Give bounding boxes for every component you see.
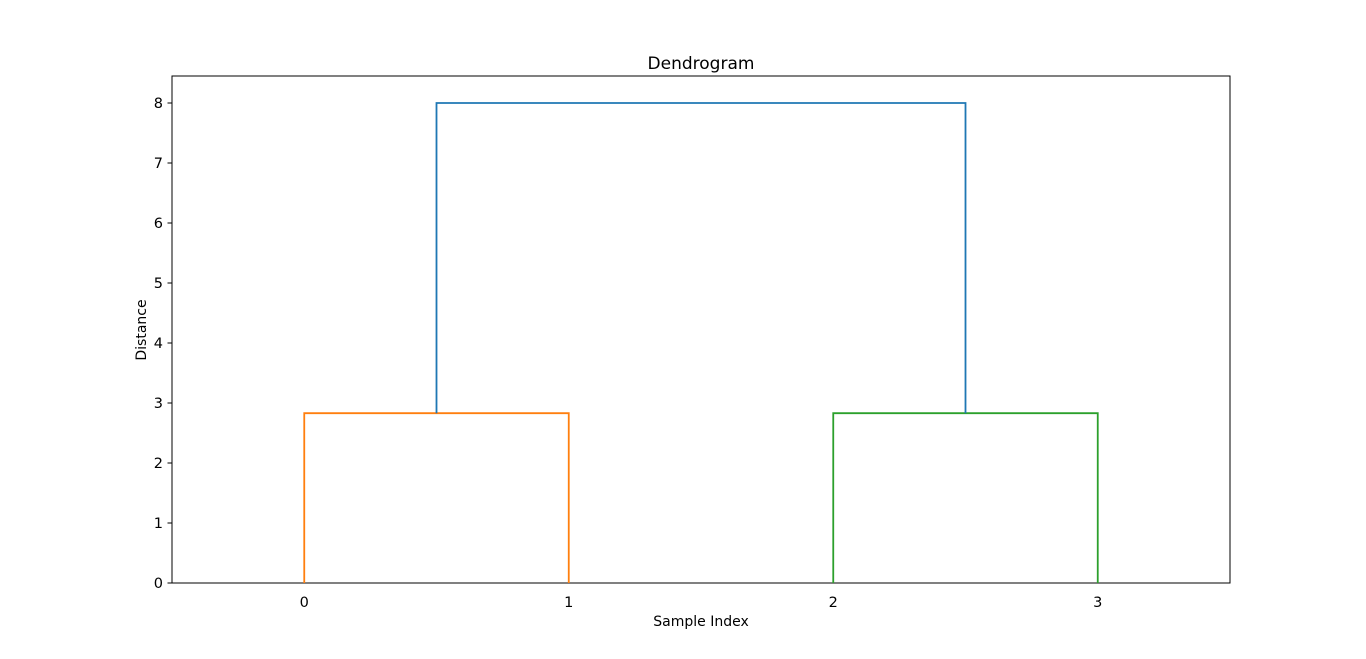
y-tick-label: 5: [154, 276, 163, 292]
link-cluster-0-1: [303, 412, 570, 583]
x-tick-label: 1: [564, 595, 573, 611]
x-axis-label: Sample Index: [653, 614, 748, 630]
dendrogram-links: [303, 102, 1099, 583]
y-tick-label: 8: [154, 96, 163, 112]
x-tick-label: 0: [300, 595, 309, 611]
y-tick-label: 7: [154, 156, 163, 172]
chart-title: Dendrogram: [648, 54, 755, 74]
plot-area-border: [171, 75, 1231, 584]
x-axis-tick-labels: 0 1 2 3: [300, 595, 1103, 611]
y-axis-ticks: 0 1 2 3 4 5 6 7 8: [154, 96, 172, 592]
y-axis-label: Distance: [134, 299, 150, 360]
link-root-link: [435, 102, 967, 414]
x-tick-label: 3: [1093, 595, 1102, 611]
y-tick-label: 4: [154, 336, 163, 352]
link-cluster-2-3: [832, 412, 1099, 583]
y-tick-label: 3: [154, 396, 163, 412]
y-tick-label: 1: [154, 516, 163, 532]
x-tick-label: 2: [829, 595, 838, 611]
y-tick-label: 0: [154, 576, 163, 592]
y-tick-label: 2: [154, 456, 163, 472]
y-tick-label: 6: [154, 216, 163, 232]
